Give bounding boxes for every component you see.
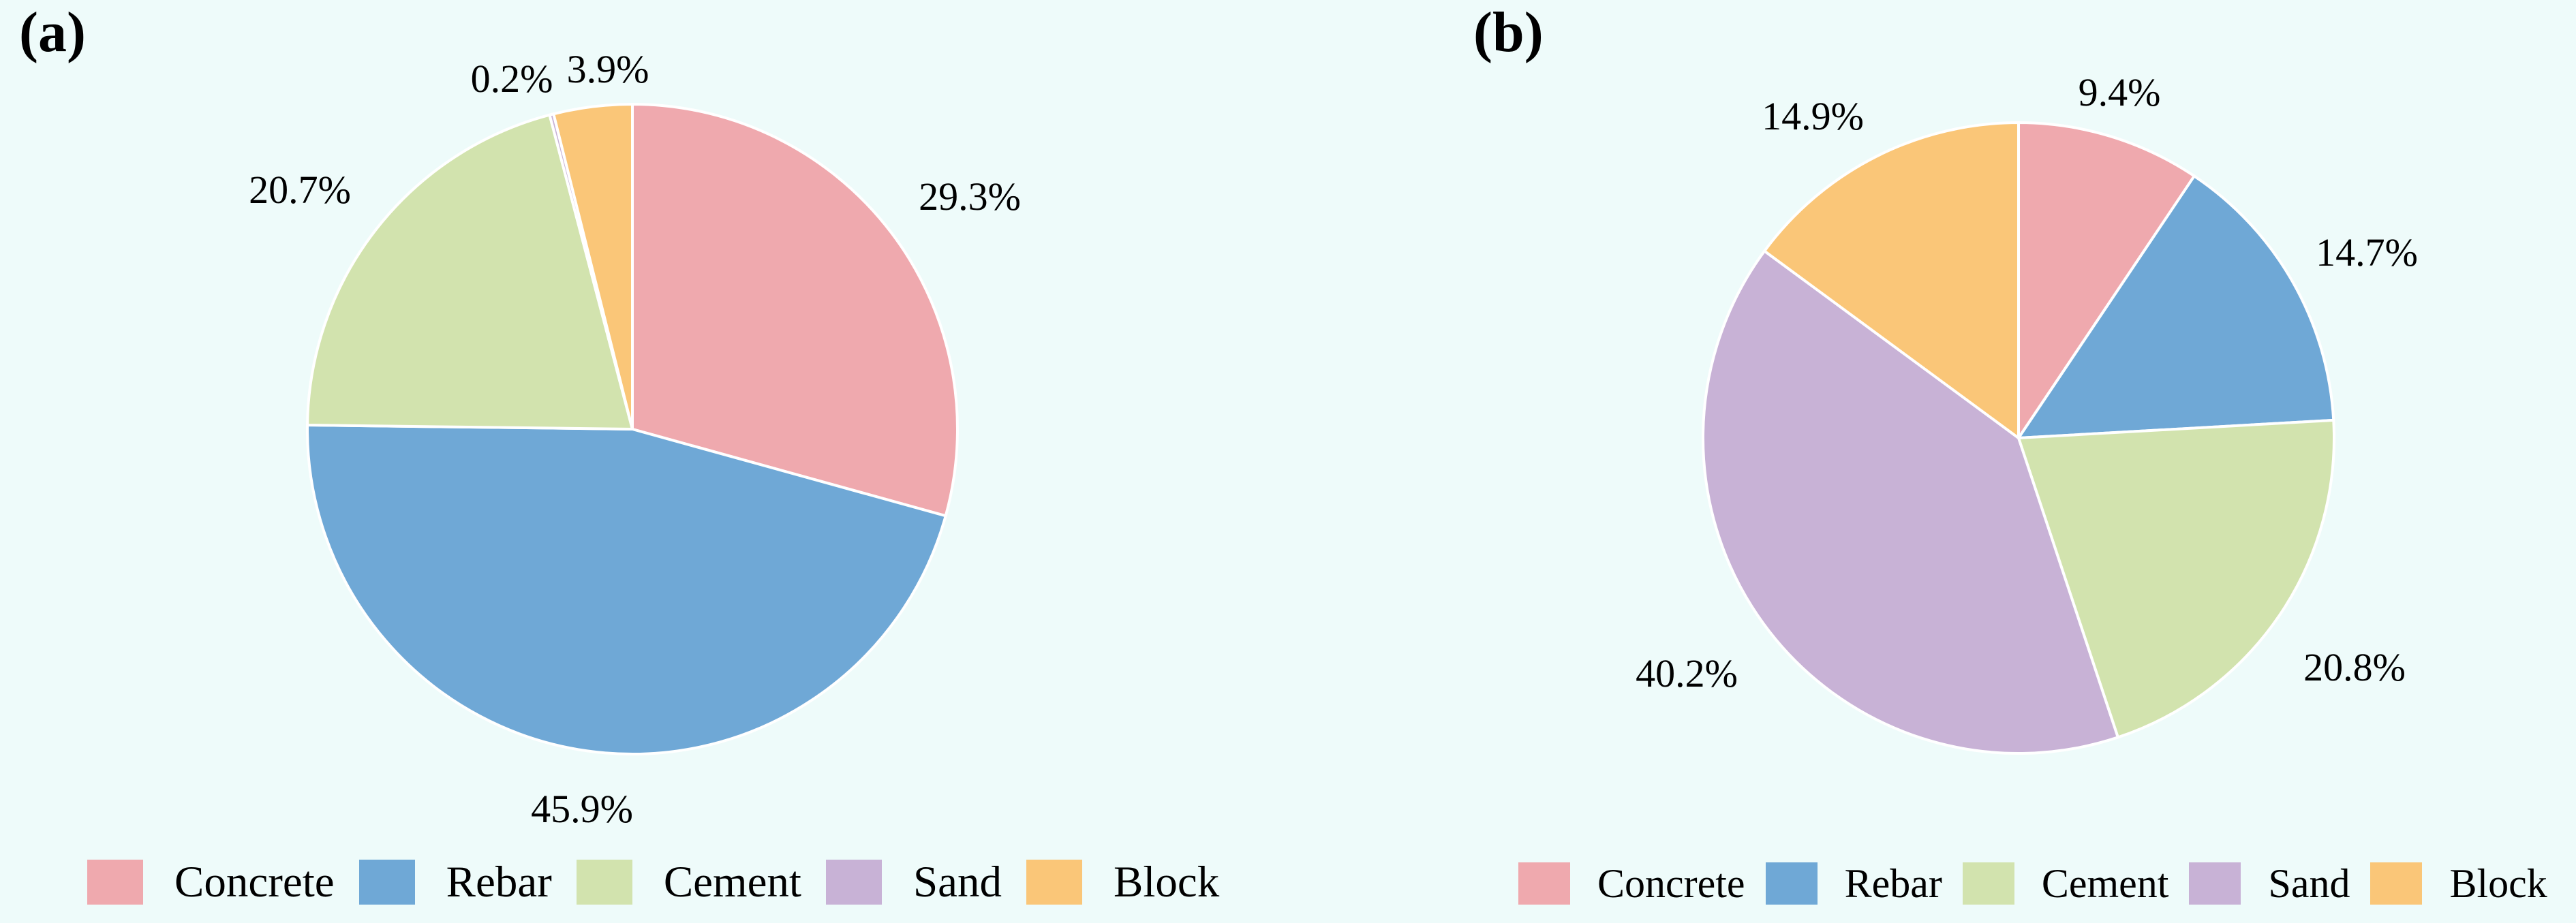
legend-swatch-rebar [1765,862,1818,905]
legend-item-cement: Cement [576,857,801,907]
legend-label-block: Block [2449,861,2547,906]
pct-label-cement: 20.7% [249,168,351,212]
pct-label-block: 14.9% [1762,94,1864,138]
pct-label-sand: 0.2% [470,57,553,101]
legend-item-rebar: Rebar [358,857,552,907]
panel-a-label: (a) [19,1,86,64]
pie-slice-concrete [631,103,959,518]
pct-label-sand: 40.2% [1636,651,1738,695]
legend-item-block: Block [2370,862,2547,905]
legend-label-cement: Cement [663,857,801,907]
legend-label-concrete: Concrete [1597,861,1745,906]
pie-slice-concrete [2017,121,2196,439]
legend-swatch-sand [2189,862,2241,905]
pie-slice-cement [2017,418,2335,739]
legend-label-rebar: Rebar [446,857,552,907]
pie-slice-block [1763,121,2020,439]
legend-swatch-rebar [358,860,415,905]
legend-swatch-sand [826,860,882,905]
legend-item-sand: Sand [2189,862,2350,905]
pct-label-concrete: 9.4% [2078,70,2161,114]
legend-a: Concrete Rebar Cement Sand Block [87,860,1219,905]
legend-item-sand: Sand [826,860,1002,905]
pie-slice-cement [306,113,634,431]
legend-swatch-block [2370,862,2423,905]
pct-label-cement: 20.8% [2303,645,2406,689]
legend-swatch-concrete [87,860,143,905]
pct-label-rebar: 14.7% [2316,230,2418,275]
legend-label-cement: Cement [2041,861,2169,906]
legend-item-block: Block [1026,860,1219,905]
pct-label-rebar: 45.9% [531,787,633,831]
legend-label-sand: Sand [2268,861,2350,906]
legend-swatch-block [1026,860,1082,905]
legend-item-concrete: Concrete [1518,862,1745,905]
pct-label-concrete: 29.3% [919,174,1021,219]
pie-slice-rebar [306,424,947,755]
pie-slice-rebar [2017,174,2335,439]
legend-item-concrete: Concrete [87,860,335,905]
pie-slice-block [552,103,634,431]
legend-swatch-cement [576,860,632,905]
legend-label-concrete: Concrete [174,857,335,907]
legend-item-rebar: Rebar [1765,861,1942,906]
legend-label-block: Block [1114,857,1220,907]
legend-label-sand: Sand [913,857,1002,907]
pct-label-block: 3.9% [566,47,649,91]
legend-label-rebar: Rebar [1844,861,1942,906]
legend-swatch-cement [1962,862,2014,905]
pie-slice-sand [1702,249,2119,755]
legend-swatch-concrete [1518,862,1570,905]
panel-b-label: (b) [1473,1,1544,64]
legend-item-cement: Cement [1962,861,2169,906]
legend-b: Concrete Rebar Cement Sand Block [1518,862,2547,905]
